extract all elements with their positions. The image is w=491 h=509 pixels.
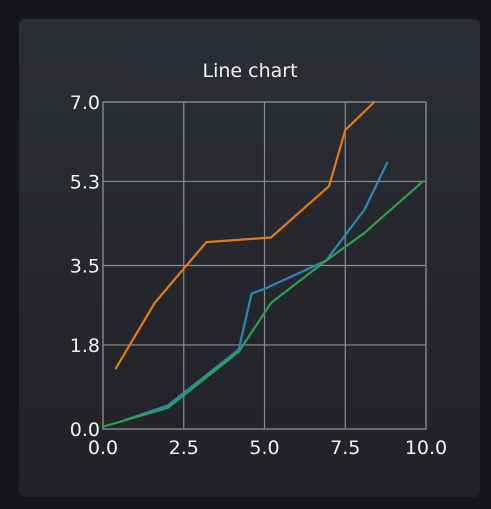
y-tick-label: 7.0 [70, 92, 100, 114]
series-line-2 [124, 161, 389, 421]
series-lines [101, 100, 424, 428]
y-tick-label: 5.3 [70, 171, 100, 193]
y-tick-label: 3.5 [70, 256, 100, 278]
series-line-1 [114, 100, 376, 370]
y-tick-label: 1.8 [70, 335, 100, 357]
plot-frame [102, 101, 427, 430]
y-tick-label: 0.0 [70, 419, 100, 441]
chart-card [19, 19, 480, 497]
x-tick-label: 2.5 [169, 437, 199, 459]
tick-labels: 0.0 2.5 5.0 7.5 10.0 0.0 1.8 3.5 5.3 7.0 [70, 92, 447, 459]
chart-title: Line chart [202, 60, 297, 82]
x-tick-label: 7.5 [330, 437, 360, 459]
x-tick-label: 5.0 [249, 437, 279, 459]
series-line-3 [101, 180, 424, 428]
grid-lines [102, 101, 427, 430]
x-tick-label: 10.0 [405, 437, 447, 459]
x-tick-label: 0.0 [88, 437, 118, 459]
